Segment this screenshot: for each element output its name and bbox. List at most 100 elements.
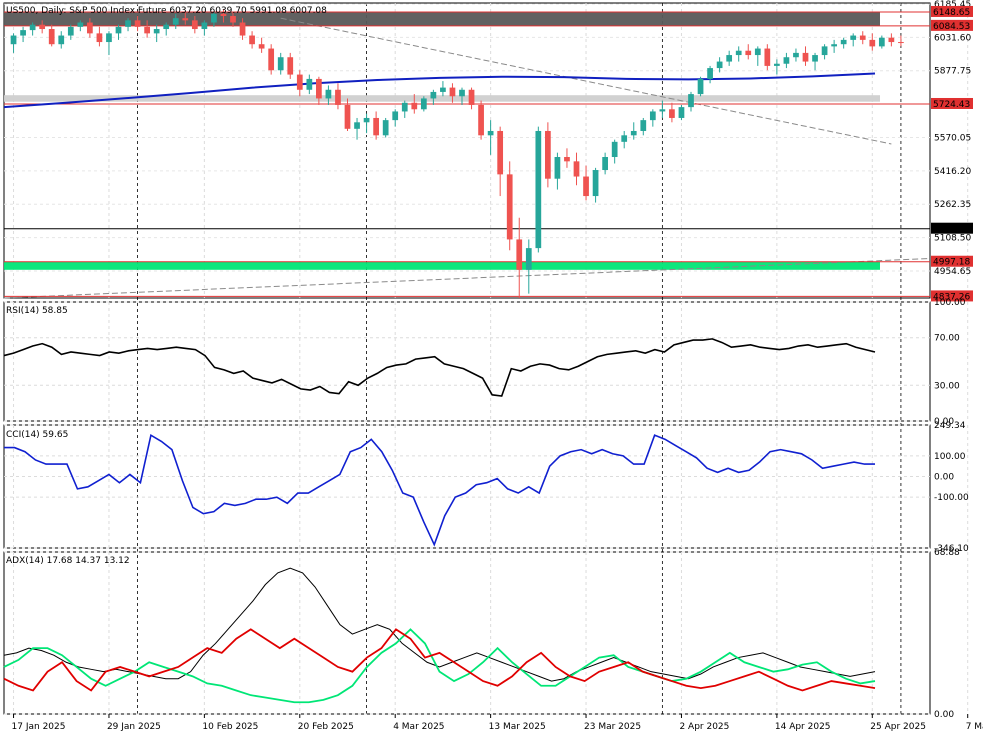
rsi-tick-label: 30.00 bbox=[934, 381, 960, 391]
candle-body bbox=[316, 78, 322, 99]
candle-body bbox=[220, 13, 227, 17]
candle-body bbox=[325, 89, 332, 99]
candle-body bbox=[573, 161, 580, 177]
adx-tick-label: 0.00 bbox=[934, 710, 954, 720]
level-label: 4997.18 bbox=[933, 258, 970, 268]
price-panel: 6185.45 6031.60 5877.75 5724.43 5570.05 5416.… bbox=[3, 0, 973, 302]
candle-body bbox=[659, 109, 666, 112]
rsi-tick-label: 100.00 bbox=[934, 298, 966, 308]
rsi-tick-label: 70.00 bbox=[934, 334, 960, 344]
level-badge bbox=[931, 5, 973, 17]
candle-body bbox=[430, 91, 437, 99]
cci-line bbox=[4, 433, 875, 547]
minus-di-line bbox=[3, 628, 876, 692]
x-tick-label: 25 Apr 2025 bbox=[870, 722, 926, 732]
candle-body bbox=[115, 26, 122, 34]
candle-body bbox=[793, 52, 799, 58]
cci-tick-label: 100.00 bbox=[934, 452, 966, 462]
price-tick-label: 6031.60 bbox=[934, 33, 971, 43]
candle-body bbox=[239, 22, 246, 36]
candle-body bbox=[869, 39, 876, 47]
candle-body bbox=[182, 18, 189, 21]
cci-panel: 249.34 100.00 0.00 -100.00 -346.10 bbox=[4, 421, 969, 554]
candle-body bbox=[554, 157, 561, 179]
x-tick-label: 4 Mar 2025 bbox=[393, 722, 444, 732]
price-tick-label: 5416.20 bbox=[934, 167, 971, 177]
candle-body bbox=[268, 48, 275, 71]
candle-body bbox=[440, 87, 446, 92]
cci-tick-label: 0.00 bbox=[934, 473, 954, 483]
candle-body bbox=[420, 98, 427, 110]
candle-body bbox=[850, 35, 857, 40]
price-tick-label: 6185.45 bbox=[934, 0, 971, 10]
candle-body bbox=[497, 130, 504, 175]
candle-body bbox=[678, 107, 685, 118]
candle-body bbox=[296, 74, 303, 90]
candle-body bbox=[468, 89, 475, 105]
adx-panel: 68.88 0.00 bbox=[3, 548, 960, 720]
price-zone bbox=[4, 261, 880, 270]
rsi-line bbox=[3, 338, 876, 397]
candle-body bbox=[688, 94, 694, 108]
candle-body bbox=[898, 42, 904, 44]
level-label: 6084.53 bbox=[933, 22, 970, 32]
candle-body bbox=[802, 52, 809, 62]
panel-frame-main bbox=[3, 2, 931, 299]
candle-body bbox=[230, 16, 236, 23]
x-tick-label: 2 Apr 2025 bbox=[679, 722, 729, 732]
candle-body bbox=[726, 55, 733, 62]
candle-body bbox=[277, 57, 284, 71]
x-tick-label: 14 Apr 2025 bbox=[775, 722, 831, 732]
price-tick-label: 5108.50 bbox=[934, 234, 971, 244]
candle-body bbox=[640, 120, 647, 131]
candle-body bbox=[649, 111, 656, 121]
candle-body bbox=[382, 120, 389, 136]
candle-body bbox=[774, 63, 780, 66]
candle-body bbox=[564, 157, 570, 162]
rsi-panel: 100.00 70.00 30.00 0.00 bbox=[3, 298, 966, 427]
x-tick-label: 29 Jan 2025 bbox=[107, 722, 161, 732]
candle-body bbox=[134, 20, 141, 27]
candle-body bbox=[58, 35, 65, 45]
x-tick-label: 10 Feb 2025 bbox=[202, 722, 258, 732]
candle-body bbox=[211, 13, 217, 23]
candle-body bbox=[506, 174, 513, 240]
rsi-tick-label: 0.00 bbox=[934, 417, 954, 427]
candle-body bbox=[287, 57, 294, 75]
candle-body bbox=[258, 44, 265, 49]
cci-tick-label: 249.34 bbox=[934, 421, 966, 431]
candle-body bbox=[611, 141, 618, 158]
level-label: 6148.65 bbox=[933, 8, 970, 18]
candle-body bbox=[144, 26, 150, 34]
trendline-up bbox=[3, 258, 931, 299]
x-tick-label: 17 Jan 2025 bbox=[12, 722, 66, 732]
candle-body bbox=[306, 78, 313, 90]
candle-body bbox=[840, 39, 847, 45]
candle-body bbox=[449, 87, 456, 97]
candle-body bbox=[707, 68, 713, 79]
candle-body bbox=[745, 50, 752, 56]
x-tick-label: 20 Feb 2025 bbox=[298, 722, 354, 732]
candle-body bbox=[363, 117, 370, 123]
candle-body bbox=[459, 89, 465, 97]
candle-body bbox=[783, 57, 790, 64]
candle-body bbox=[249, 35, 255, 45]
price-zone bbox=[4, 95, 880, 102]
candle-body bbox=[67, 26, 74, 36]
candle-body bbox=[163, 24, 170, 30]
candle-body bbox=[878, 37, 885, 47]
adx-tick-label: 68.88 bbox=[934, 548, 960, 558]
candle-body bbox=[545, 130, 551, 179]
price-tick-label: 4954.65 bbox=[934, 267, 971, 277]
candle-body bbox=[516, 239, 523, 270]
candle-body bbox=[764, 48, 771, 66]
adx-label: ADX(14) 17.68 14.37 13.12 bbox=[6, 556, 130, 566]
candle-body bbox=[20, 30, 26, 36]
candle-body bbox=[592, 170, 599, 197]
candle-body bbox=[411, 102, 418, 110]
rsi-label: RSI(14) 58.85 bbox=[6, 306, 68, 316]
price-tick-label: 5877.75 bbox=[934, 67, 971, 77]
